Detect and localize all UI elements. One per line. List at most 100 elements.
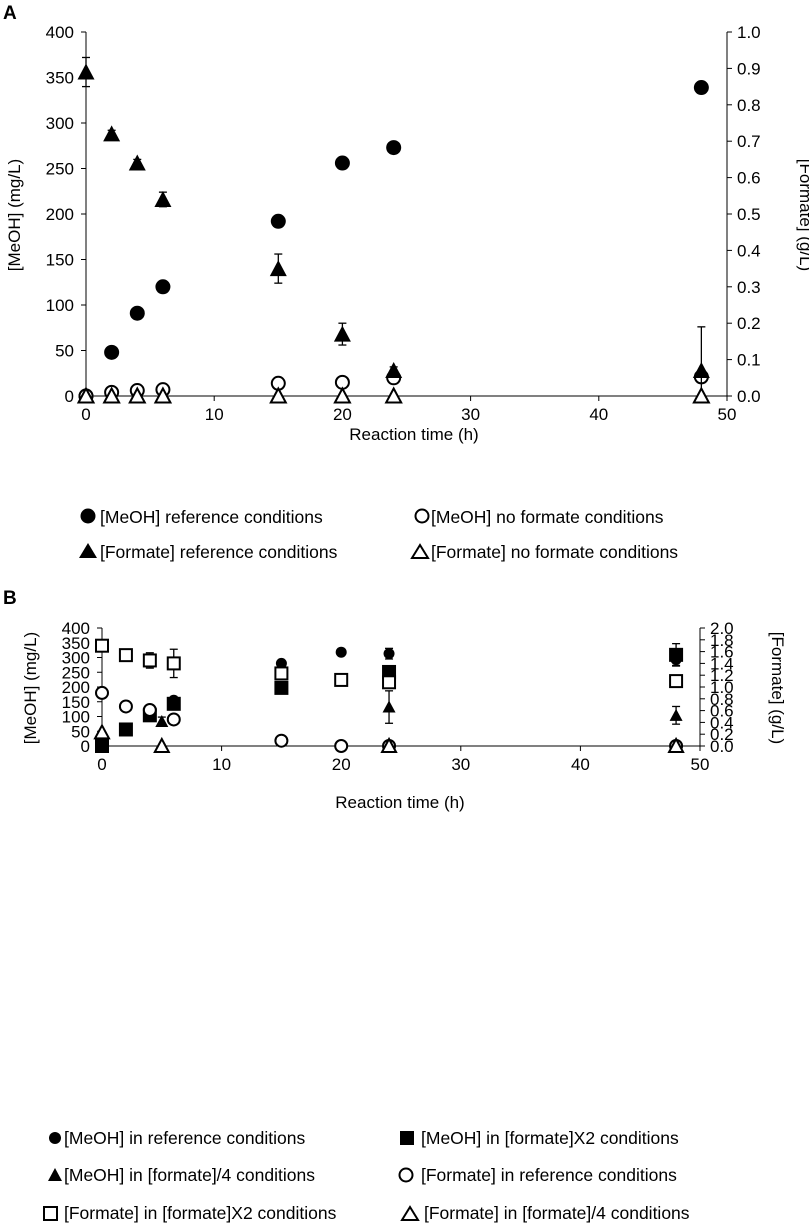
y2-tick-label: 0.9 <box>737 59 761 78</box>
panel-a-x-title: Reaction time (h) <box>349 425 478 444</box>
panel-b-legend: [MeOH] in reference conditions [MeOH] in… <box>43 1128 690 1223</box>
data-point <box>153 736 171 753</box>
data-point <box>334 672 349 687</box>
panel-a-marks <box>76 56 711 404</box>
data-point <box>274 680 289 695</box>
legend-filled-circle-icon <box>80 508 96 524</box>
data-point <box>385 362 403 379</box>
panel-b-marks <box>93 638 685 753</box>
data-point <box>128 386 147 404</box>
legend-b-formate-ref-label: [Formate] in reference conditions <box>421 1165 677 1185</box>
legend-a-formate-ref-label: [Formate] reference conditions <box>100 542 338 562</box>
legend-filled-triangle-icon <box>48 1168 62 1181</box>
y2-tick-label: 1.0 <box>737 23 761 42</box>
data-point <box>382 675 397 690</box>
data-point <box>380 736 398 753</box>
y-tick-label: 100 <box>62 708 90 727</box>
y-tick-label: 250 <box>62 663 90 682</box>
data-point <box>118 699 133 714</box>
panel-a-label: A <box>3 3 17 24</box>
data-point <box>274 733 289 748</box>
y-tick-label: 200 <box>62 678 90 697</box>
y-tick-label: 300 <box>46 114 74 133</box>
x-tick-label: 30 <box>451 755 470 774</box>
y2-tick-label: 0.2 <box>710 725 734 744</box>
x-tick-label: 20 <box>332 755 351 774</box>
x-tick-label: 0 <box>97 755 106 774</box>
data-point <box>95 685 109 700</box>
legend-filled-square-icon <box>400 1131 414 1145</box>
panel-b: B 0501001502002503003504000.00.20.40.60.… <box>3 588 787 1223</box>
legend-b-meoh-div4: [MeOH] in [formate]/4 conditions <box>48 1165 315 1185</box>
y-tick-label: 300 <box>62 649 90 668</box>
y2-tick-label: 0.4 <box>737 241 761 260</box>
y2-tick-label: 0.1 <box>737 351 761 370</box>
legend-b-meoh-x2-label: [MeOH] in [formate]X2 conditions <box>421 1128 679 1148</box>
data-point <box>386 140 402 156</box>
data-point <box>269 386 288 404</box>
legend-a-meoh-ref: [MeOH] reference conditions <box>80 507 323 527</box>
legend-filled-circle-icon <box>49 1132 61 1144</box>
data-point <box>104 344 120 360</box>
y-tick-label: 250 <box>46 160 74 179</box>
y2-tick-label: 0.8 <box>737 96 761 115</box>
data-point <box>166 656 181 671</box>
y-tick-label: 150 <box>46 251 74 270</box>
y2-tick-label: 0.6 <box>710 702 734 721</box>
y-tick-label: 150 <box>62 693 90 712</box>
data-point <box>166 696 181 711</box>
legend-b-formate-ref: [Formate] in reference conditions <box>398 1165 677 1185</box>
legend-a-formate-noformate-label: [Formate] no formate conditions <box>431 542 678 562</box>
legend-a-formate-ref: [Formate] reference conditions <box>79 542 338 562</box>
y2-tick-label: 0.0 <box>737 387 761 406</box>
legend-open-triangle-icon <box>410 543 430 559</box>
legend-b-formate-x2: [Formate] in [formate]X2 conditions <box>43 1203 337 1223</box>
y-tick-label: 100 <box>46 296 74 315</box>
data-point <box>382 700 396 713</box>
y-tick-label: 350 <box>62 634 90 653</box>
data-point <box>669 647 684 662</box>
data-point <box>692 386 711 404</box>
data-point <box>93 723 111 740</box>
y2-tick-label: 1.4 <box>710 654 734 673</box>
panel-b-x-title: Reaction time (h) <box>335 793 464 812</box>
legend-filled-triangle-icon <box>79 543 97 558</box>
data-point <box>693 80 709 96</box>
legend-b-formate-x2-label: [Formate] in [formate]X2 conditions <box>64 1203 337 1223</box>
legend-b-formate-div4-label: [Formate] in [formate]/4 conditions <box>424 1203 690 1223</box>
x-tick-label: 50 <box>691 755 710 774</box>
data-point <box>77 63 95 80</box>
legend-a-formate-noformate: [Formate] no formate conditions <box>410 542 678 562</box>
data-point <box>270 213 286 229</box>
data-point <box>103 125 121 142</box>
data-point <box>142 653 157 668</box>
x-tick-label: 0 <box>81 405 90 424</box>
x-tick-label: 40 <box>589 405 608 424</box>
data-point <box>118 648 133 663</box>
x-tick-label: 10 <box>212 755 231 774</box>
x-tick-label: 50 <box>718 405 737 424</box>
x-tick-label: 30 <box>461 405 480 424</box>
legend-open-circle-icon <box>414 508 430 524</box>
data-point <box>155 715 169 728</box>
legend-b-formate-div4: [Formate] in [formate]/4 conditions <box>400 1203 690 1223</box>
panel-a-y2-title: [Formate] (g/L) <box>796 159 809 271</box>
legend-b-meoh-ref-label: [MeOH] in reference conditions <box>64 1128 305 1148</box>
data-point <box>166 712 181 727</box>
y2-tick-label: 1.2 <box>710 666 734 685</box>
y-tick-label: 400 <box>62 619 90 638</box>
legend-a-meoh-noformate: [MeOH] no formate conditions <box>414 507 664 527</box>
y2-tick-label: 1.8 <box>710 631 734 650</box>
x-tick-label: 10 <box>205 405 224 424</box>
panel-a-ticks: 0501001502002503003504000.00.10.20.30.40… <box>46 23 761 424</box>
data-point <box>669 674 684 689</box>
data-point <box>335 646 347 658</box>
data-point <box>102 386 121 404</box>
data-point <box>95 638 109 653</box>
legend-open-square-icon <box>43 1206 58 1221</box>
legend-b-meoh-ref: [MeOH] in reference conditions <box>49 1128 305 1148</box>
data-point <box>669 708 683 721</box>
y2-tick-label: 0.3 <box>737 278 761 297</box>
y2-tick-label: 0.6 <box>737 169 761 188</box>
